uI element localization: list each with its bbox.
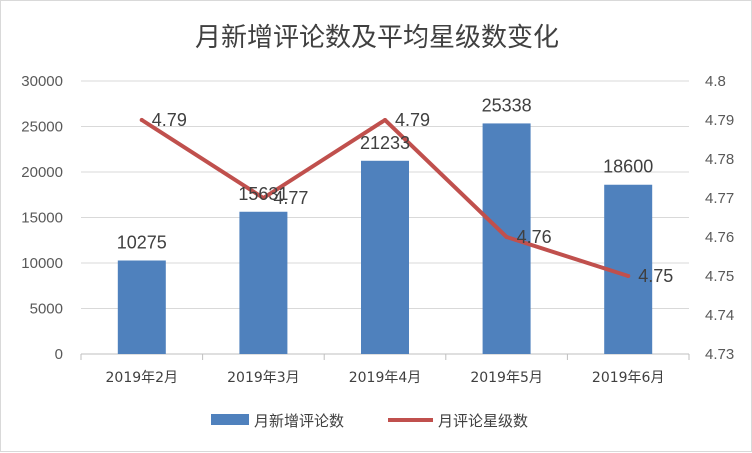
- legend-line-label: 月评论星级数: [438, 412, 528, 430]
- bar-data-label: 10275: [117, 232, 167, 252]
- bar: [361, 160, 409, 354]
- line-series: [139, 118, 631, 278]
- right-tick-label: 4.78: [705, 151, 734, 168]
- chart-title: 月新增评论数及平均星级数变化: [195, 23, 559, 53]
- right-tick-label: 4.77: [705, 190, 734, 207]
- legend: 月新增评论数 月评论星级数: [211, 412, 528, 430]
- right-tick-label: 4.75: [705, 268, 734, 285]
- category-label: 2019年6月: [592, 370, 665, 386]
- line-data-label: 4.79: [395, 110, 430, 130]
- category-label: 2019年4月: [349, 370, 422, 386]
- left-axis: 0 5000 10000 15000 20000 25000 30000: [21, 73, 63, 363]
- bar-data-label: 25338: [482, 95, 532, 115]
- line-point: [626, 274, 631, 278]
- right-axis: 4.73 4.74 4.75 4.76 4.77 4.78 4.79 4.8: [705, 73, 734, 363]
- left-tick-label: 5000: [30, 301, 63, 318]
- line-point: [261, 196, 266, 200]
- left-tick-label: 15000: [21, 210, 63, 227]
- data-labels: 10275 15631 21233 25338 18600 4.79 4.77 4.79 4.7…: [117, 95, 673, 286]
- bar: [117, 260, 166, 354]
- right-tick-label: 4.79: [705, 112, 734, 129]
- left-tick-label: 25000: [21, 119, 63, 136]
- left-tick-label: 20000: [21, 164, 63, 181]
- right-tick-label: 4.74: [705, 307, 734, 324]
- bar-data-label: 21233: [360, 133, 410, 153]
- left-tick-label: 30000: [21, 73, 63, 90]
- line-point: [383, 118, 387, 122]
- right-tick-label: 4.76: [705, 229, 734, 246]
- bar-data-label: 15631: [238, 184, 288, 204]
- category-axis: 2019年2月 2019年3月 2019年4月 2019年5月 2019年6月: [80, 354, 690, 386]
- category-label: 2019年2月: [106, 370, 179, 386]
- bar: [239, 211, 288, 354]
- line-data-label: 4.77: [273, 188, 308, 208]
- legend-bar-label: 月新增评论数: [254, 412, 344, 430]
- left-tick-label: 0: [55, 346, 63, 363]
- right-tick-label: 4.73: [705, 346, 734, 363]
- line-data-label: 4.76: [517, 227, 552, 247]
- line-point: [139, 118, 144, 122]
- category-label: 2019年3月: [227, 370, 300, 386]
- line-data-label: 4.79: [152, 110, 187, 130]
- category-label: 2019年5月: [470, 370, 543, 386]
- bar-data-label: 18600: [603, 157, 653, 177]
- legend-bar-swatch: [211, 414, 249, 425]
- left-tick-label: 10000: [21, 255, 63, 272]
- line-point: [504, 235, 509, 239]
- right-tick-label: 4.8: [705, 73, 726, 90]
- line-data-label: 4.75: [638, 266, 673, 286]
